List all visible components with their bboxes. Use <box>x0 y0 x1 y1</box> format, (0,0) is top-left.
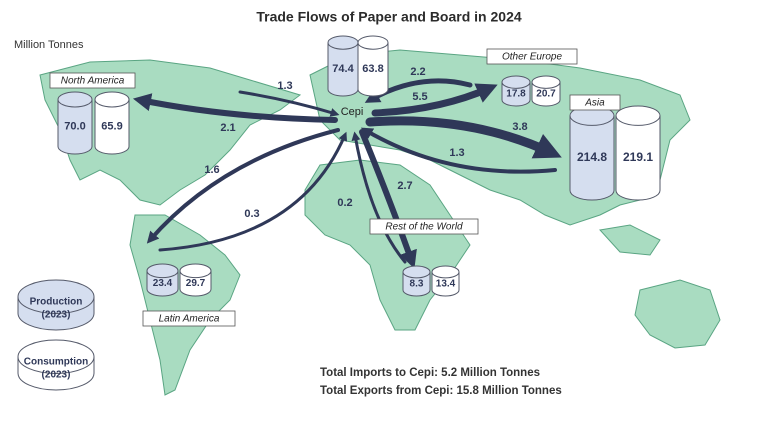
cylinder-body <box>57 99 93 155</box>
total-imports: Total Imports to Cepi: 5.2 Million Tonne… <box>320 367 540 379</box>
cylinder-top <box>146 263 179 279</box>
legend-year: (2023) <box>42 370 71 381</box>
unit-label: Million Tonnes <box>14 39 84 51</box>
cylinder-top <box>17 279 95 314</box>
cylinder-body <box>501 82 531 107</box>
region-label: Other Europe <box>502 52 562 63</box>
region-label: Latin America <box>159 314 220 325</box>
cylinder-body <box>357 42 389 97</box>
flow-arrow <box>158 131 348 252</box>
flow-value: 5.5 <box>412 91 427 103</box>
cylinder: 214.8 <box>569 105 615 201</box>
cylinder: 74.4 <box>327 35 359 97</box>
cylinder-value: 23.4 <box>153 278 173 289</box>
region-label-box <box>142 310 236 327</box>
cylinder: 65.9 <box>94 91 130 155</box>
region-label: Cepi <box>341 106 364 118</box>
flow-value: 3.8 <box>512 121 527 133</box>
cylinder: 8.3 <box>402 265 431 297</box>
cylinder-value: 63.8 <box>362 63 383 75</box>
cylinder-value: 20.7 <box>536 89 556 100</box>
cylinder-body <box>94 99 130 155</box>
cylinder-top <box>17 339 95 374</box>
flow-arrow <box>132 93 338 123</box>
cylinder-body <box>531 82 561 107</box>
cylinder: 29.7 <box>179 263 212 297</box>
flow-arrow <box>146 128 340 244</box>
cylinder-value: 219.1 <box>623 150 653 164</box>
legend-label: Production <box>30 297 83 308</box>
flow-arrow <box>359 129 417 269</box>
flow-value: 2.1 <box>220 122 235 134</box>
region-label: Rest of the World <box>385 222 463 233</box>
cylinder-body <box>327 42 359 97</box>
total-exports: Total Exports from Cepi: 15.8 Million To… <box>320 385 562 397</box>
cylinder: 20.7 <box>531 75 561 107</box>
cylinder: 17.8 <box>501 75 531 107</box>
cylinder-body <box>569 115 615 201</box>
cylinder-value: 214.8 <box>577 150 607 164</box>
region-label-box <box>369 218 479 235</box>
cylinder: 70.0 <box>57 91 93 155</box>
cylinder-top <box>57 91 93 108</box>
title: Trade Flows of Paper and Board in 2024 <box>256 9 522 25</box>
region-label: North America <box>61 76 125 87</box>
cylinder-top <box>402 265 431 279</box>
flow-value: 1.6 <box>204 164 219 176</box>
region-label-box <box>486 48 578 65</box>
cylinder-value: 17.8 <box>506 89 526 100</box>
flow-value: 2.7 <box>397 180 412 192</box>
flow-value: 1.3 <box>449 147 464 159</box>
cylinder-top <box>501 75 531 89</box>
flow-arrow <box>371 83 498 117</box>
flow-arrow <box>360 127 557 174</box>
legend-label: Consumption <box>24 357 88 368</box>
cylinder <box>17 339 95 391</box>
cylinder <box>17 279 95 331</box>
cylinder-body <box>431 271 460 297</box>
cylinder-top <box>615 105 661 126</box>
flow-value: 0.2 <box>337 197 352 209</box>
cylinder: 23.4 <box>146 263 179 297</box>
flow-arrows <box>132 78 562 269</box>
cylinder: 13.4 <box>431 265 460 297</box>
legend-year: (2023) <box>42 310 71 321</box>
cylinder-value: 8.3 <box>410 279 424 290</box>
flow-arrow <box>365 116 562 159</box>
cylinder-value: 74.4 <box>332 63 354 75</box>
cylinder-body <box>402 271 431 297</box>
flow-arrow <box>351 131 407 264</box>
flow-value: 1.3 <box>277 80 292 92</box>
cylinder-value: 29.7 <box>186 278 206 289</box>
region-label: Asia <box>584 98 605 109</box>
cylinder-top <box>531 75 561 89</box>
region-label-box <box>49 72 136 89</box>
flow-value: 2.2 <box>410 66 425 78</box>
cylinder-value: 70.0 <box>64 121 85 133</box>
flow-arrow <box>238 90 340 117</box>
cylinder-top <box>94 91 130 108</box>
cylinder-value: 13.4 <box>436 279 456 290</box>
cylinder-top <box>357 35 389 50</box>
cylinder-top <box>179 263 212 279</box>
cylinder-value: 65.9 <box>101 121 122 133</box>
cylinder-top <box>431 265 460 279</box>
cylinder-top <box>327 35 359 50</box>
cylinder: 219.1 <box>615 105 661 201</box>
flow-value: 0.3 <box>244 208 259 220</box>
cylinder: 63.8 <box>357 35 389 97</box>
cylinder-body <box>615 115 661 201</box>
region-label-box <box>569 94 621 111</box>
